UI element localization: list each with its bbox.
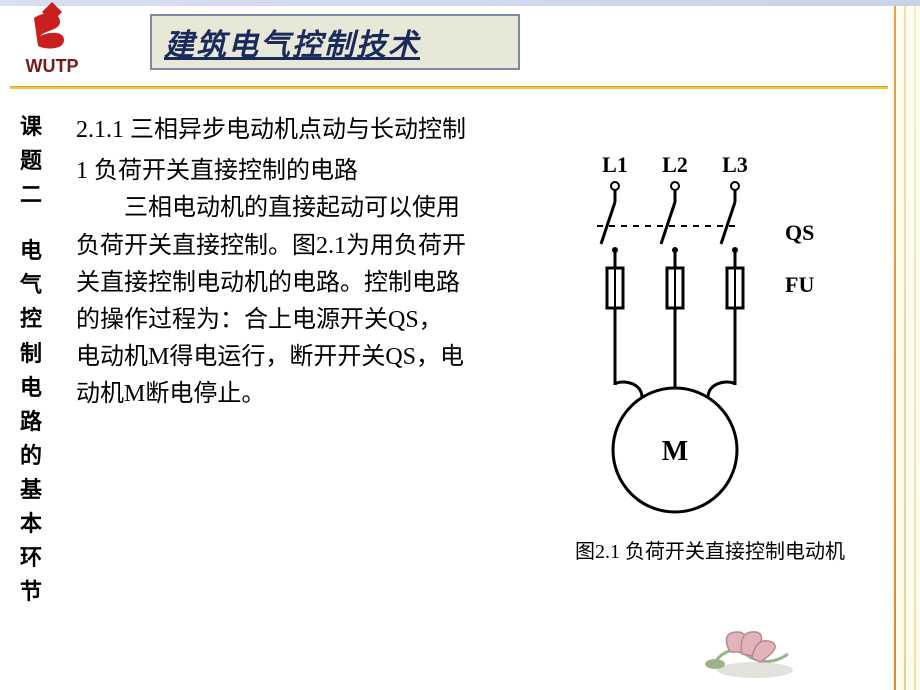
figure-caption: 图2.1 负荷开关直接控制电动机 [560,535,860,564]
subsection-text: 负荷开关直接控制的电路 [94,158,358,184]
section-heading: 2.1.1 三相异步电动机点动与长动控制 [76,112,466,149]
terminal-node [731,182,739,190]
terminal-label: L2 [662,152,688,177]
figure: L1 L2 L3 QS FU M 图2.1 负荷开关直接控制电动机 [560,150,860,564]
switch-blade [721,202,735,244]
motor-label: M [662,436,688,467]
sidebar-char: 的 [18,439,44,473]
slide: WUTP 建筑电气控制技术 课题二电气控制电路的基本环节 2.1.1 三相异步电… [0,0,920,690]
section-number: 2.1.1 [76,117,124,143]
sidebar-char: 题 [18,144,44,178]
terminal-label: L1 [602,152,628,177]
wire-arc [708,382,735,398]
sidebar-char: 制 [18,337,44,371]
fuse-label: FU [785,272,814,297]
logo-text: WUTP [26,56,79,76]
content: 2.1.1 三相异步电动机点动与长动控制 1 负荷开关直接控制的电路 三相电动机… [76,112,466,414]
divider [10,86,888,89]
sidebar-topic-label: 课题二电气控制电路的基本环节 [18,110,44,609]
sidebar-char: 节 [18,575,44,609]
top-bar [0,0,920,6]
paragraph: 三相电动机的直接起动可以使用负荷开关直接控制。图2.1为用负荷开关直接控制电动机… [76,190,466,413]
sidebar-char [18,212,44,234]
sidebar-char: 基 [18,473,44,507]
terminal-node [611,182,619,190]
sidebar-char: 二 [18,178,44,212]
sidebar-char: 本 [18,507,44,541]
right-stripe-3 [914,6,916,690]
sidebar-char: 路 [18,405,44,439]
circuit-diagram: L1 L2 L3 QS FU M [560,150,860,520]
logo: WUTP [12,0,92,80]
subsection-heading: 1 负荷开关直接控制的电路 [76,153,466,190]
terminal-node [671,182,679,190]
page-title: 建筑电气控制技术 [150,14,520,70]
sidebar-char: 气 [18,268,44,302]
sidebar-char: 电 [18,234,44,268]
terminal-label: L3 [722,152,748,177]
wire-arc [615,382,642,398]
switch-label: QS [785,220,814,245]
switch-blade [661,202,675,244]
decor-flower-icon [660,602,800,682]
switch-blade [601,202,615,244]
section-title-text: 三相异步电动机点动与长动控制 [130,117,466,143]
sidebar-char: 控 [18,302,44,336]
subsection-number: 1 [76,158,88,184]
logo-mark [34,2,64,48]
sidebar-char: 电 [18,371,44,405]
sidebar-char: 课 [18,110,44,144]
sidebar-char: 环 [18,541,44,575]
